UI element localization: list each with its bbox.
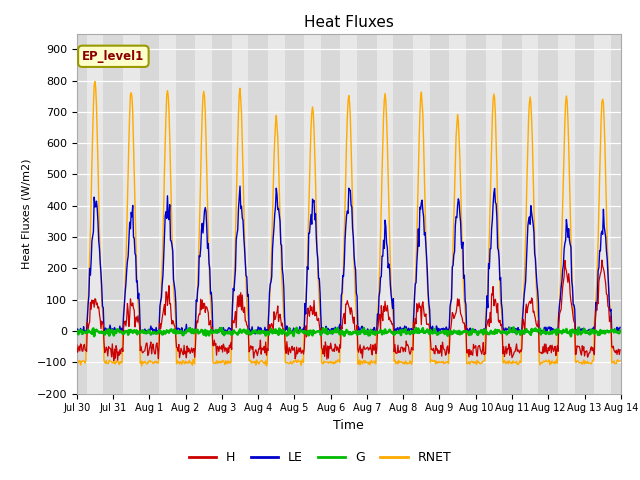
Bar (268, 34, 285, 394)
Bar (486, 34, 502, 394)
Bar (232, 34, 248, 394)
Legend: H, LE, G, RNET: H, LE, G, RNET (184, 446, 456, 469)
Bar (195, 34, 212, 394)
Bar (522, 34, 538, 394)
X-axis label: Time: Time (333, 419, 364, 432)
Text: EP_level1: EP_level1 (82, 50, 145, 63)
Bar (340, 34, 357, 394)
Bar (377, 34, 394, 394)
Y-axis label: Heat Fluxes (W/m2): Heat Fluxes (W/m2) (21, 158, 31, 269)
Bar (413, 34, 429, 394)
Bar (123, 34, 140, 394)
Title: Heat Fluxes: Heat Fluxes (304, 15, 394, 30)
Bar (558, 34, 575, 394)
Bar (304, 34, 321, 394)
Bar (449, 34, 466, 394)
Bar (159, 34, 176, 394)
Bar (595, 34, 611, 394)
Bar (86, 34, 103, 394)
